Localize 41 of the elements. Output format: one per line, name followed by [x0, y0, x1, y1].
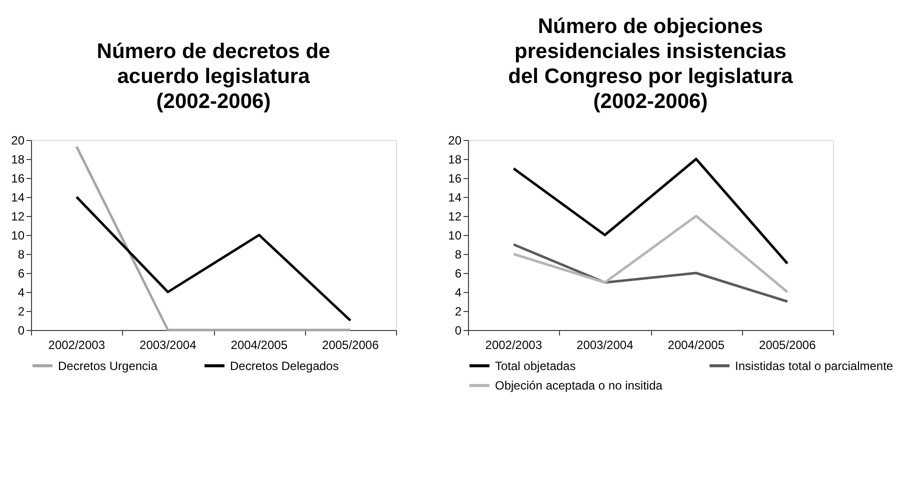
x-tick-label: 2004/2005 — [668, 338, 725, 352]
legend-label: Total objetadas — [495, 358, 576, 373]
y-tick-label: 2 — [18, 304, 25, 318]
legend-label: Decretos Urgencia — [58, 358, 158, 373]
x-tick-label: 2004/2005 — [230, 338, 288, 352]
line-series — [512, 158, 789, 265]
chart-title: Número de decretos de acuerdo legislatura (2002-2006) — [96, 40, 330, 113]
x-tick-label: 2003/2004 — [576, 338, 634, 352]
y-tick-label: 20 — [11, 134, 25, 148]
chart-title: Número de objeciones presidenciales insistencias del Congreso por legislatura (2002-2006) — [508, 15, 794, 113]
legend-label: Decretos Delegados — [230, 358, 339, 373]
y-tick-label: 0 — [454, 324, 462, 338]
x-tick-label: 2003/2004 — [140, 338, 197, 352]
legend-label: Objeción aceptada o no insitida — [495, 378, 663, 392]
y-tick-label: 6 — [18, 266, 25, 280]
x-tick-label: 2005/2006 — [322, 338, 380, 352]
x-tick-label: 2002/2003 — [485, 338, 542, 352]
y-tick-label: 12 — [11, 210, 25, 224]
y-tick-label: 14 — [11, 190, 25, 204]
line-series — [75, 196, 352, 322]
y-tick-label: 4 — [454, 286, 462, 300]
y-tick-label: 4 — [18, 286, 25, 300]
y-tick-label: 12 — [448, 210, 462, 224]
y-tick-label: 10 — [11, 228, 25, 242]
y-tick-label: 18 — [11, 152, 25, 166]
line-series — [512, 214, 789, 294]
y-tick-label: 14 — [448, 190, 462, 204]
x-tick-label: 2005/2006 — [759, 338, 816, 352]
line-series — [512, 243, 789, 303]
x-tick-label: 2002/2003 — [48, 338, 106, 352]
y-tick-label: 6 — [454, 266, 462, 280]
y-tick-label: 8 — [454, 248, 462, 262]
y-tick-label: 8 — [18, 248, 25, 262]
y-tick-label: 16 — [448, 172, 462, 186]
y-tick-label: 10 — [448, 228, 462, 242]
y-tick-label: 2 — [454, 304, 462, 318]
y-tick-label: 16 — [11, 172, 25, 186]
y-tick-label: 0 — [18, 324, 25, 338]
legend-label: Insistidas total o parcialmente — [735, 358, 894, 373]
y-tick-label: 18 — [448, 152, 462, 166]
y-tick-label: 20 — [448, 134, 462, 148]
